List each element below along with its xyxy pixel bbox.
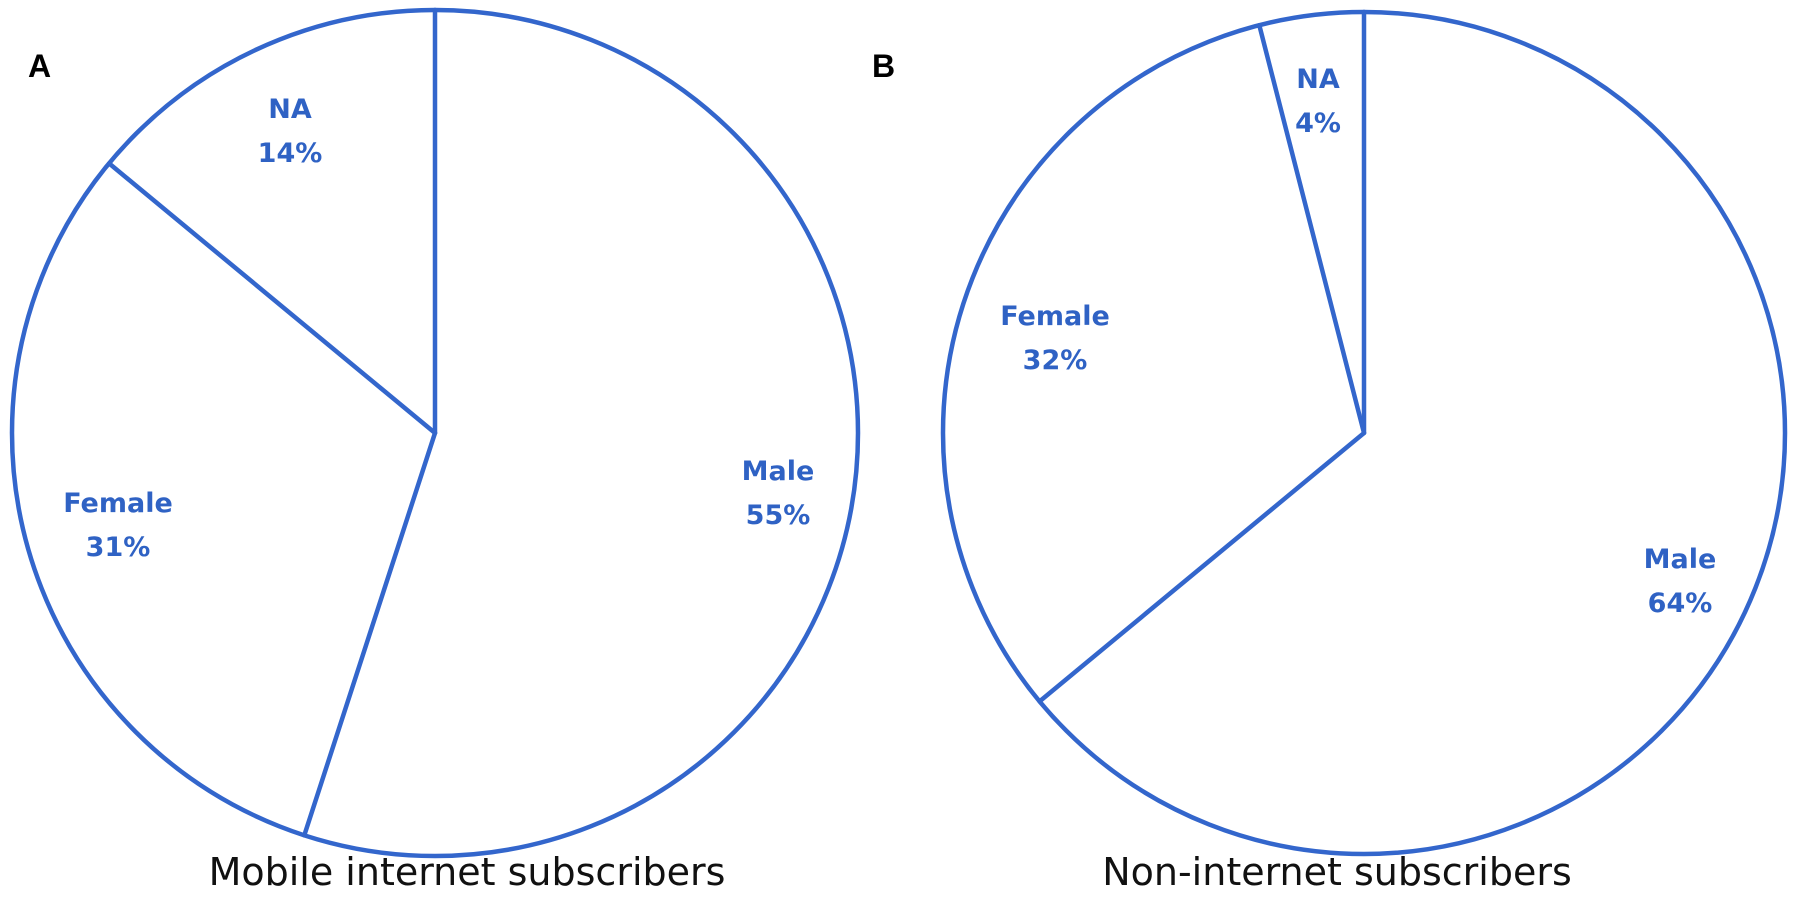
- slice-label-male: Male: [742, 456, 815, 487]
- slice-label-female: Female: [1000, 301, 1110, 332]
- panel-letter-a: A: [28, 48, 52, 84]
- slice-value-male: 55%: [746, 500, 811, 531]
- slice-value-male: 64%: [1648, 588, 1713, 619]
- slice-value-na: 14%: [258, 138, 323, 169]
- slice-divider: [1037, 430, 1367, 704]
- panel-letter-b: B: [872, 48, 896, 84]
- slice-label-na: NA: [268, 94, 312, 125]
- caption-b: Non-internet subscribers: [1102, 850, 1572, 894]
- slice-divider: [106, 161, 438, 436]
- caption-a: Mobile internet subscribers: [208, 850, 726, 894]
- slice-label-na: NA: [1296, 64, 1340, 95]
- slice-value-female: 31%: [86, 532, 151, 563]
- pie-chart-b: Male 64% Female 32% NA 4%: [940, 9, 1788, 857]
- slice-value-female: 32%: [1023, 345, 1088, 376]
- slice-value-na: 4%: [1295, 108, 1341, 139]
- slice-divider: [1257, 22, 1367, 436]
- slice-label-female: Female: [63, 488, 173, 519]
- slice-divider: [302, 430, 438, 838]
- pie-chart-a: Male 55% Female 31% NA 14%: [9, 7, 861, 859]
- slice-label-male: Male: [1644, 544, 1717, 575]
